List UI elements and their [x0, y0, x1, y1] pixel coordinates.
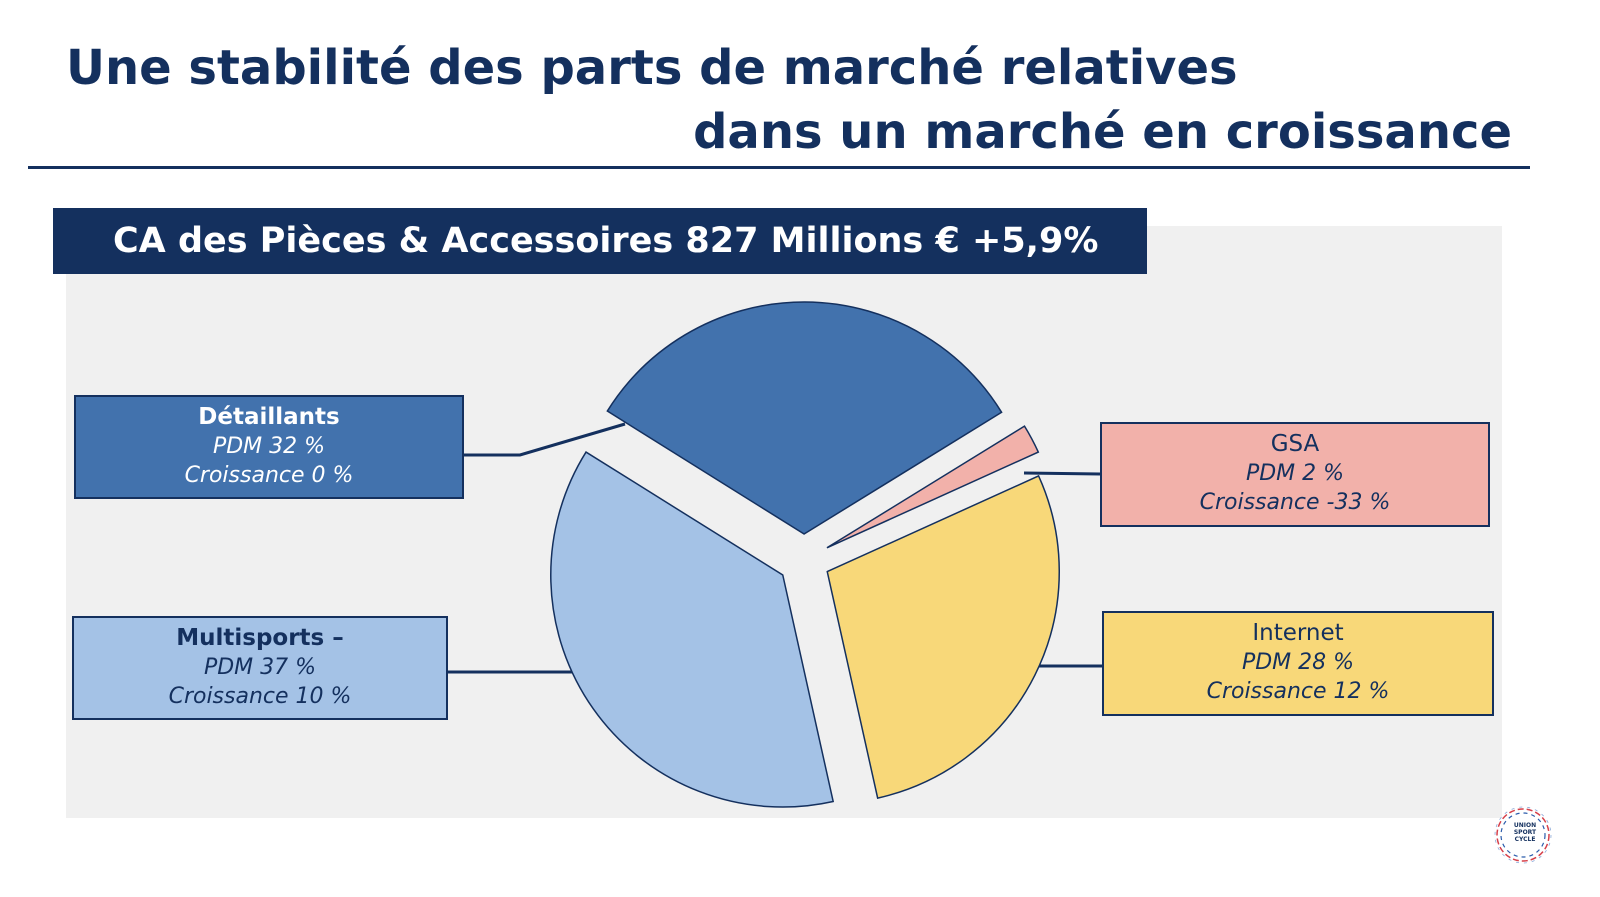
callout-gsa-growth: Croissance -33 %	[1199, 490, 1391, 515]
callout-gsa-pdm: PDM 2 %	[1245, 461, 1345, 486]
callout-multisports-pdm: PDM 37 %	[203, 655, 317, 680]
connector-detaillants	[456, 422, 626, 457]
pie-slices	[550, 301, 1061, 808]
callout-internet-name: Internet	[1252, 620, 1344, 646]
callout-detaillants-name: Détaillants	[198, 404, 340, 430]
pie-slice-internet	[826, 474, 1061, 799]
callout-detaillants-pdm: PDM 32 %	[212, 434, 326, 459]
pie-slice-gsa	[826, 425, 1040, 549]
callout-internet: Internet PDM 28 % Croissance 12 %	[1102, 611, 1494, 716]
callout-connectors	[448, 422, 1102, 674]
callout-detaillants: Détaillants PDM 32 % Croissance 0 %	[74, 395, 464, 499]
connector-gsa	[1023, 471, 1101, 476]
slide-title-line1: Une stabilité des parts de marché relati…	[66, 40, 1238, 96]
pie-slice-multisports	[550, 451, 835, 808]
callout-gsa: GSA PDM 2 % Croissance -33 %	[1100, 422, 1490, 527]
callout-internet-pdm: PDM 28 %	[1241, 650, 1355, 675]
pie-slice-detaillants	[606, 301, 1003, 535]
logo-text: UNION SPORT CYCLE	[1513, 822, 1537, 843]
revenue-banner: CA des Pièces & Accessoires 827 Millions…	[53, 208, 1147, 274]
title-divider	[28, 166, 1530, 169]
callout-multisports-name: Multisports –	[176, 625, 344, 651]
callout-gsa-name: GSA	[1270, 431, 1320, 457]
callout-multisports-growth: Croissance 10 %	[168, 684, 352, 709]
callout-detaillants-growth: Croissance 0 %	[184, 463, 354, 488]
union-sport-cycle-logo-icon	[1494, 806, 1552, 864]
callout-multisports: Multisports – PDM 37 % Croissance 10 %	[72, 616, 448, 720]
slide-title-line2: dans un marché en croissance	[693, 104, 1512, 160]
callout-internet-growth: Croissance 12 %	[1206, 679, 1390, 704]
